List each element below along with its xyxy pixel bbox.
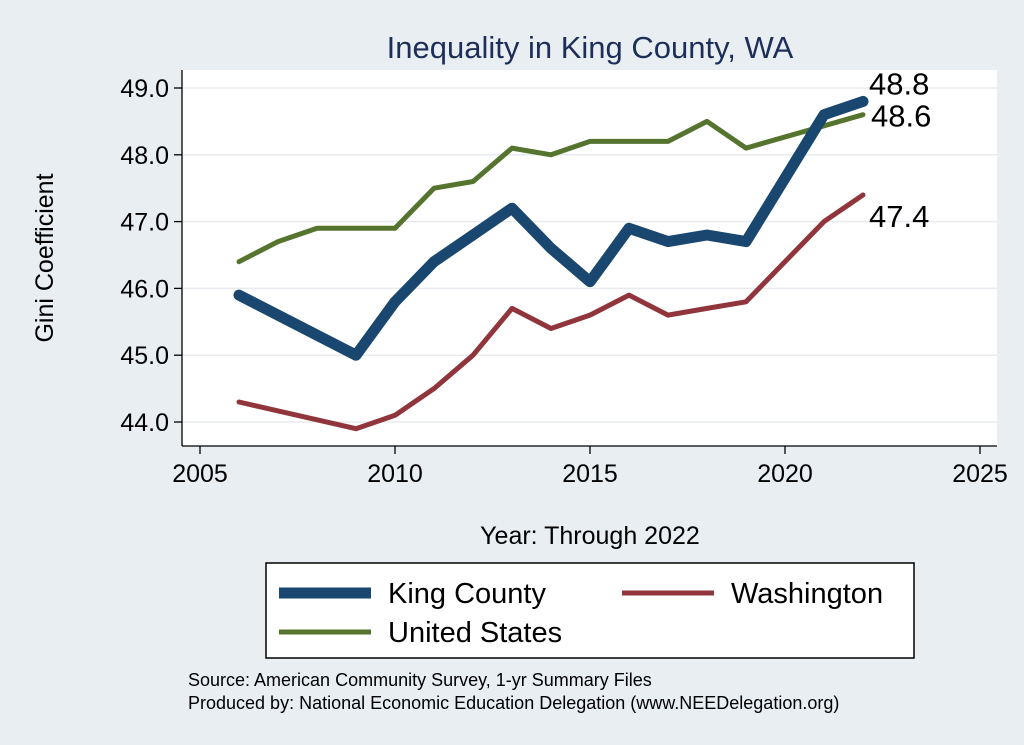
legend-label-king-county: King County [388,578,546,610]
x-tick-label: 2020 [757,460,813,488]
legend-label-washington: Washington [731,578,883,610]
series-lines [233,95,869,432]
end-label-king-county: 48.8 [869,66,929,101]
plot-area [182,70,997,446]
axes: 44.0 45.0 46.0 47.0 48.0 49.0 2005 2010 2015 2020… [120,70,1008,488]
x-tick-label: 2025 [952,460,1008,488]
y-tick-label: 45.0 [120,342,169,370]
end-label-united-states: 48.6 [871,99,931,134]
producer-note: Produced by: National Economic Education… [188,693,839,713]
x-tick-label: 2005 [172,460,228,488]
y-tick-label: 47.0 [120,209,169,237]
y-tick-label: 44.0 [120,409,169,437]
series-line-united-states [236,112,866,265]
end-label-washington: 47.4 [869,199,929,234]
source-note: Source: American Community Survey, 1-yr … [188,670,652,690]
series-line-king-county [233,95,869,361]
legend: King County Washington United States [265,562,915,659]
y-tick-label: 46.0 [120,275,169,303]
series-line-washington [236,192,866,432]
chart-title: Inequality in King County, WA [387,30,794,65]
y-tick-label: 48.0 [120,142,169,170]
legend-box [265,562,915,659]
x-tick-label: 2015 [562,460,618,488]
y-tick-label: 49.0 [120,75,169,103]
y-axis-title: Gini Coefficient [31,173,59,342]
x-axis-title: Year: Through 2022 [480,522,700,550]
end-labels: 48.848.6 47.4 [869,66,931,234]
legend-label-united-states: United States [388,617,562,649]
x-tick-label: 2010 [367,460,423,488]
